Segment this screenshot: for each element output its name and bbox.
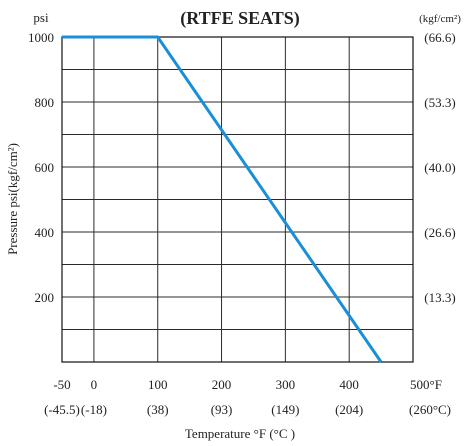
y-tick-label: 1000 — [28, 30, 54, 45]
y-tick-label-right: (26.6) — [424, 225, 455, 240]
y-tick-label-right: (13.3) — [424, 290, 455, 305]
x-tick-label-celsius: (204) — [335, 402, 363, 417]
y-tick-label: 400 — [35, 225, 55, 240]
x-tick-label-celsius: (260°C) — [409, 402, 451, 417]
plot-area: 2004006008001000(13.3)(26.6)(40.0)(53.3)… — [28, 30, 456, 417]
y-axis-label: Pressure psi(kgf/cm²) — [5, 143, 20, 255]
x-tick-label: -50 — [53, 377, 70, 392]
x-tick-label: 400 — [339, 377, 359, 392]
x-tick-label-celsius: (38) — [147, 402, 169, 417]
y-tick-label-right: (66.6) — [424, 30, 455, 45]
x-tick-label-celsius: (-18) — [81, 402, 107, 417]
x-tick-label-celsius: (93) — [211, 402, 233, 417]
y-tick-label-right: (40.0) — [424, 160, 455, 175]
left-unit-label: psi — [33, 10, 49, 25]
y-tick-label: 200 — [35, 290, 55, 305]
y-tick-label: 600 — [35, 160, 55, 175]
x-tick-label-celsius: (149) — [271, 402, 299, 417]
x-tick-label: 300 — [276, 377, 296, 392]
chart-title: (RTFE SEATS) — [180, 8, 300, 29]
x-tick-label: 500°F — [410, 377, 442, 392]
x-axis-label: Temperature °F (°C ) — [185, 426, 295, 441]
x-tick-label-celsius: (-45.5) — [44, 402, 80, 417]
series-line — [62, 35, 383, 363]
x-tick-label: 100 — [148, 377, 168, 392]
y-tick-label-right: (53.3) — [424, 95, 455, 110]
right-unit-label: (kgf/cm²) — [419, 13, 461, 25]
x-tick-label: 0 — [91, 377, 98, 392]
x-tick-label: 200 — [212, 377, 232, 392]
plot-frame — [61, 36, 414, 363]
y-tick-label: 800 — [35, 95, 55, 110]
